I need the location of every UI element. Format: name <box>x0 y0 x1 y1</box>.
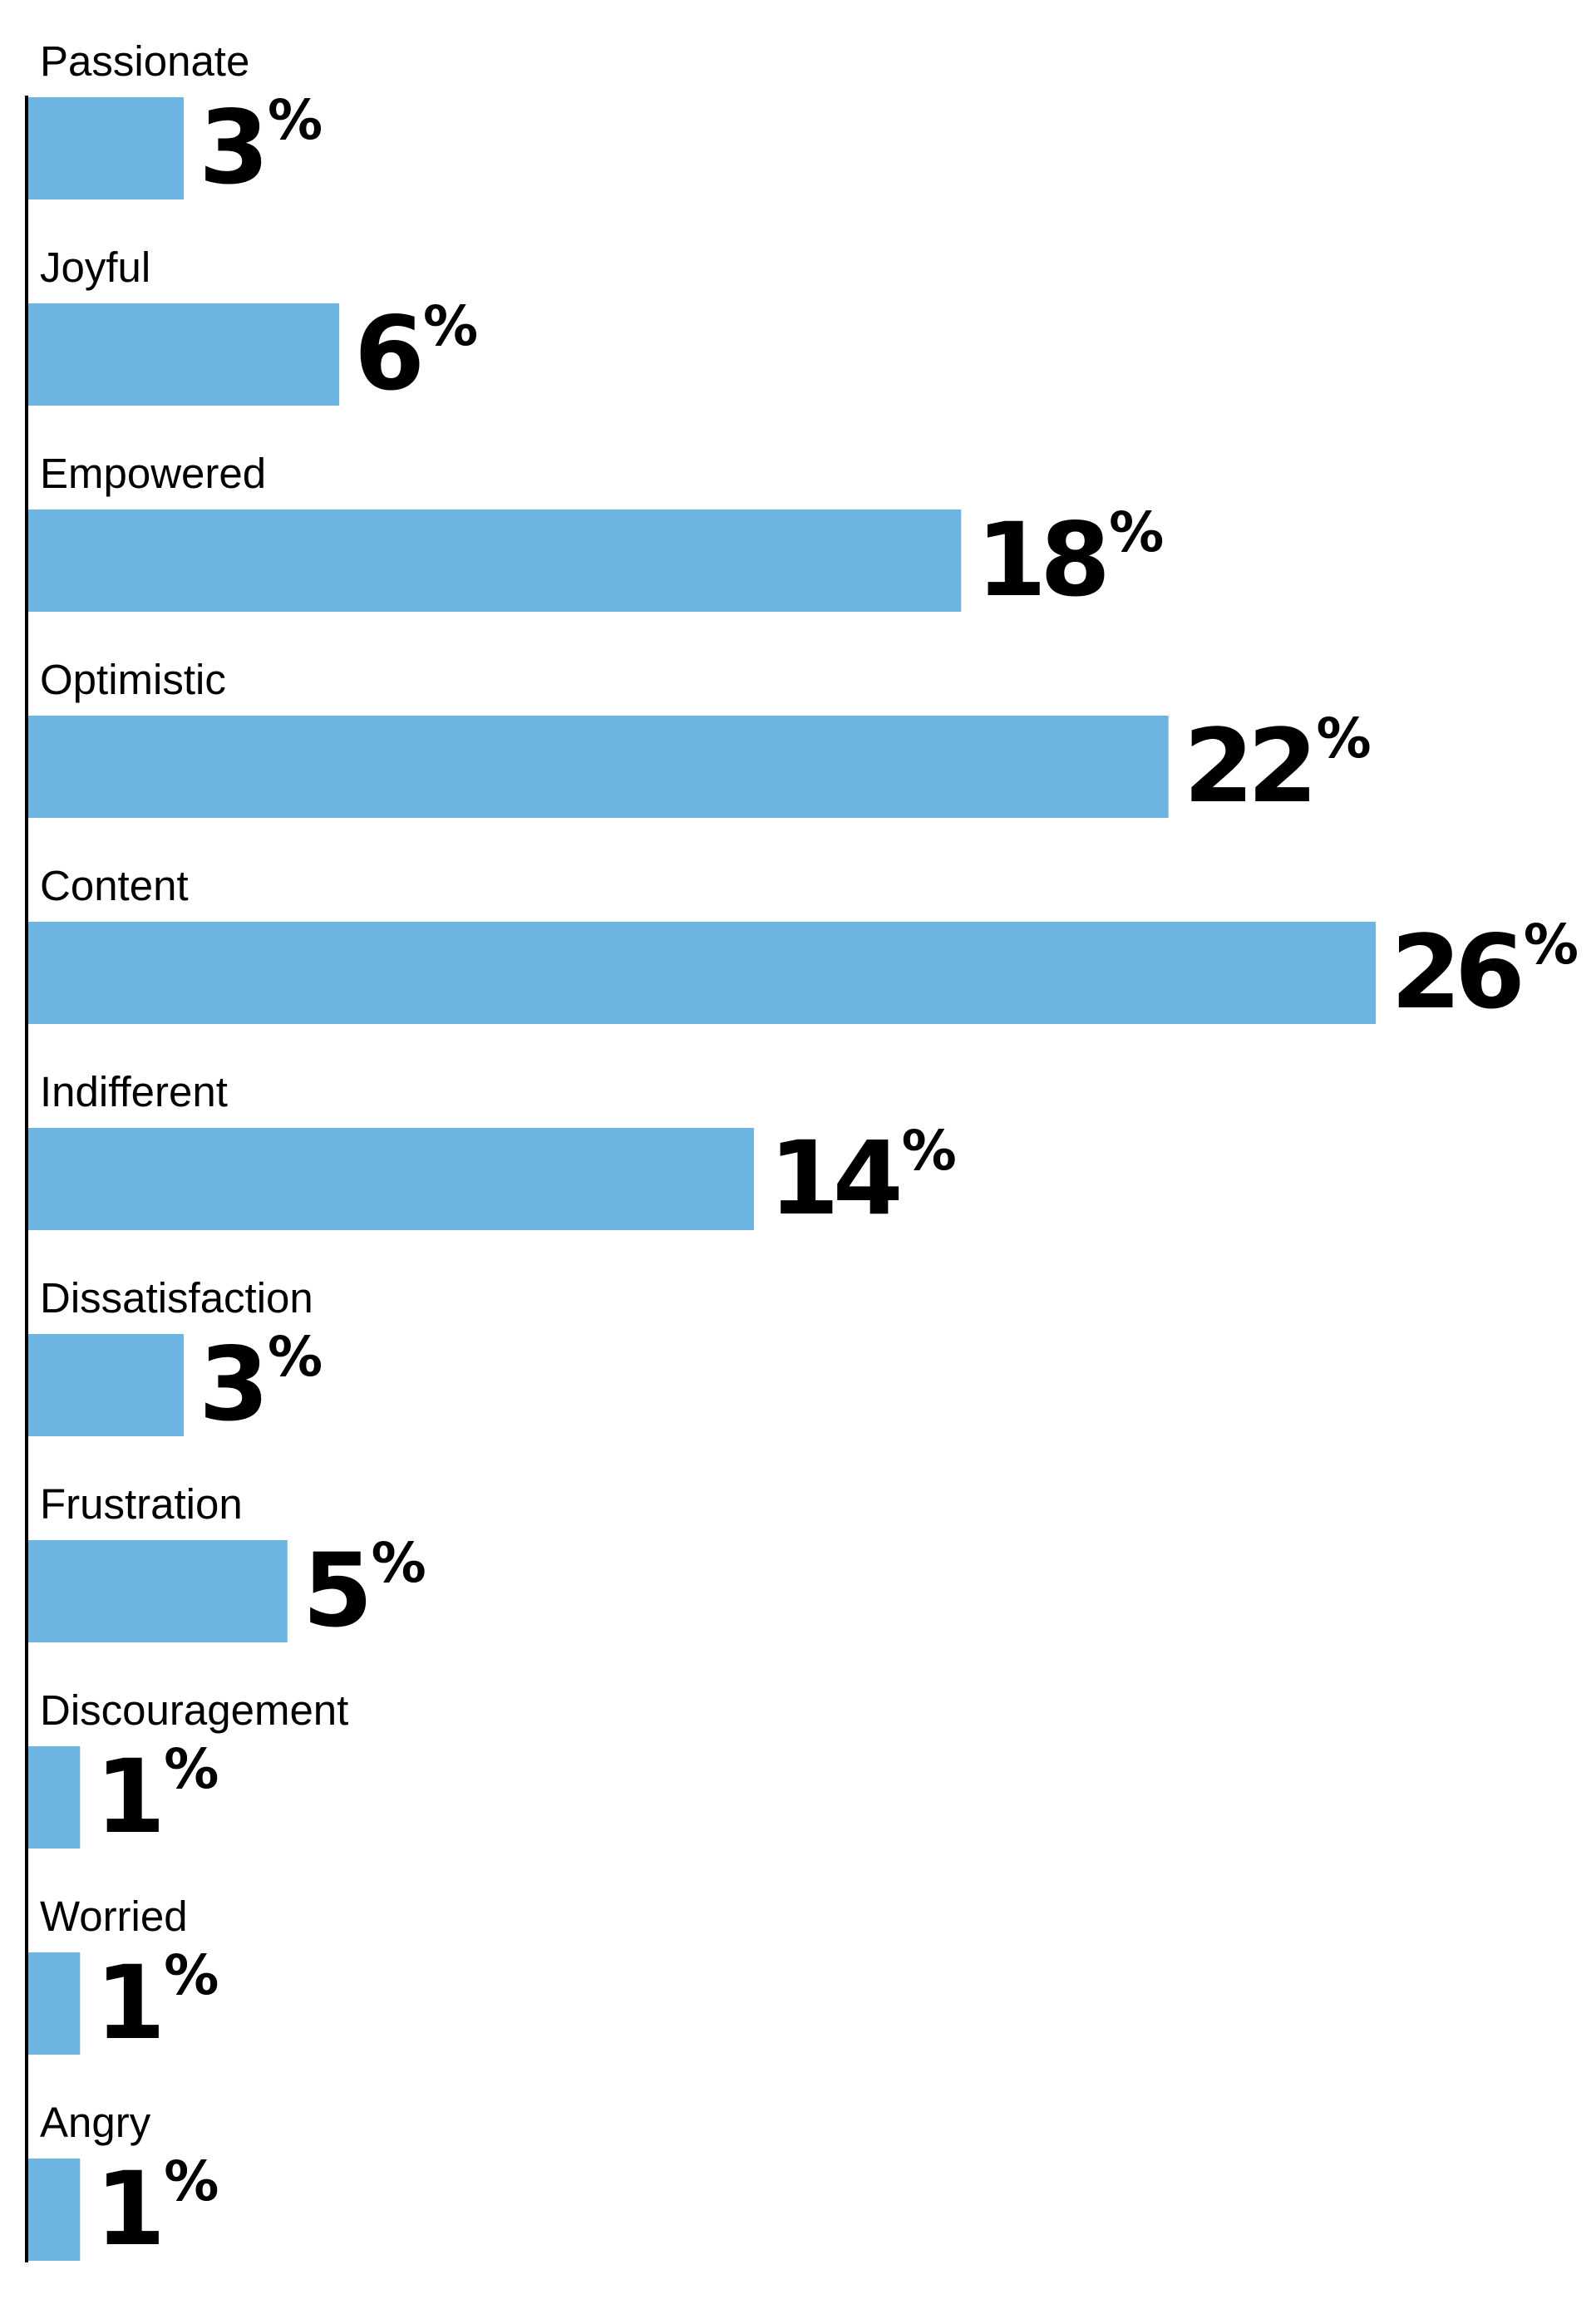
bar <box>28 1334 185 1436</box>
value-label: 6 <box>354 295 420 413</box>
value-label: 18 <box>976 501 1105 619</box>
bar <box>28 303 340 406</box>
category-label: Angry <box>40 2099 151 2146</box>
percent-sign: % <box>268 1325 323 1389</box>
value-label: 1 <box>95 1944 159 2062</box>
percent-sign: % <box>423 294 478 358</box>
percent-sign: % <box>164 1943 219 2007</box>
category-label: Indifferent <box>40 1068 228 1115</box>
bar <box>28 1746 81 1849</box>
value-label: 14 <box>769 1120 899 1238</box>
percent-sign: % <box>268 88 323 152</box>
percent-sign: % <box>164 2149 219 2213</box>
category-label: Frustration <box>40 1480 243 1528</box>
percent-sign: % <box>1316 706 1371 770</box>
value-label: 1 <box>95 2150 159 2268</box>
value-label: 1 <box>95 1738 159 1856</box>
bar <box>28 1540 288 1642</box>
bar <box>28 1128 754 1230</box>
percent-sign: % <box>372 1531 426 1595</box>
bar <box>28 97 185 199</box>
category-label: Dissatisfaction <box>40 1274 313 1322</box>
category-label: Passionate <box>40 37 249 85</box>
value-label: 3 <box>199 1326 263 1444</box>
value-label: 5 <box>303 1532 367 1650</box>
category-label: Worried <box>40 1893 188 1940</box>
category-label: Joyful <box>40 244 150 291</box>
category-label: Discouragement <box>40 1686 348 1734</box>
bar <box>28 510 962 612</box>
bar <box>28 1952 81 2055</box>
bar <box>28 716 1169 818</box>
category-label: Empowered <box>40 450 266 497</box>
value-label: 22 <box>1184 707 1312 825</box>
category-label: Content <box>40 862 189 909</box>
value-label: 26 <box>1391 913 1520 1031</box>
bar <box>28 2159 81 2261</box>
percent-sign: % <box>1524 913 1579 977</box>
value-label: 3 <box>199 89 263 207</box>
bar <box>28 922 1377 1024</box>
percent-sign: % <box>902 1119 957 1183</box>
category-label: Optimistic <box>40 656 226 703</box>
percent-sign: % <box>164 1737 219 1801</box>
percent-sign: % <box>1109 500 1164 564</box>
